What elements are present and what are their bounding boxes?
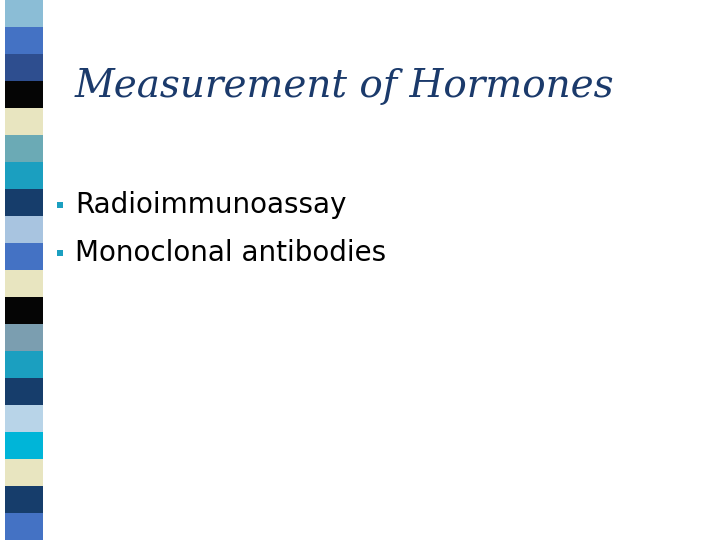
Bar [5, 54, 43, 81]
Bar [5, 513, 43, 540]
Bar [5, 216, 43, 243]
Text: Measurement of Hormones: Measurement of Hormones [75, 68, 615, 105]
Bar [5, 135, 43, 162]
Bar [5, 378, 43, 405]
Bar [5, 108, 43, 135]
Bar [5, 27, 43, 54]
Text: Radioimmunoassay: Radioimmunoassay [75, 191, 346, 219]
Bar [5, 432, 43, 459]
Bar [57, 202, 63, 208]
Text: Monoclonal antibodies: Monoclonal antibodies [75, 239, 386, 267]
Bar [5, 189, 43, 216]
Bar [5, 0, 43, 27]
Bar [57, 250, 63, 256]
Bar [5, 297, 43, 324]
Bar [5, 459, 43, 486]
Bar [5, 270, 43, 297]
Bar [5, 405, 43, 432]
Bar [5, 162, 43, 189]
Bar [5, 81, 43, 108]
Bar [5, 486, 43, 513]
Bar [5, 243, 43, 270]
Bar [5, 351, 43, 378]
Bar [5, 324, 43, 351]
